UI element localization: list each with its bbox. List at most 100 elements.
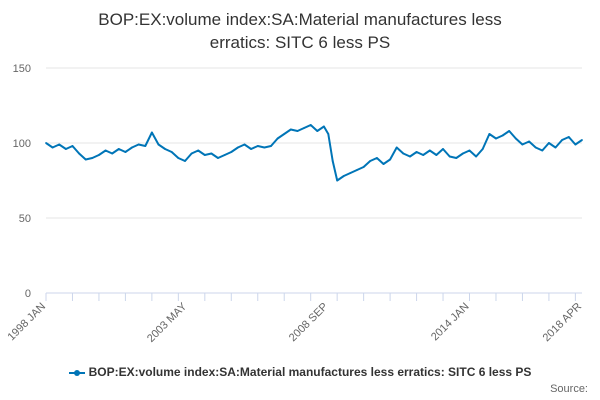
data-point[interactable]: [422, 154, 425, 156]
chart-title: BOP:EX:volume index:SA:Material manufact…: [0, 8, 600, 54]
data-point[interactable]: [78, 152, 80, 155]
data-point[interactable]: [203, 154, 206, 156]
data-point[interactable]: [190, 152, 193, 155]
series-line[interactable]: [45, 124, 583, 182]
data-point[interactable]: [521, 143, 524, 146]
data-point[interactable]: [362, 166, 365, 168]
data-point[interactable]: [71, 145, 74, 147]
data-point[interactable]: [98, 154, 100, 156]
x-tick-label: 1998 JAN: [5, 301, 48, 344]
data-point[interactable]: [488, 133, 491, 135]
data-point[interactable]: [111, 152, 114, 155]
x-tick-label: 2003 MAY: [145, 300, 190, 345]
data-point[interactable]: [567, 136, 570, 138]
y-axis: 0 50 100 150: [13, 63, 31, 300]
data-point[interactable]: [435, 154, 438, 156]
data-point[interactable]: [131, 146, 133, 149]
data-point[interactable]: [51, 146, 54, 149]
data-point[interactable]: [382, 163, 385, 165]
data-point[interactable]: [151, 131, 153, 134]
data-point[interactable]: [534, 146, 537, 149]
data-point[interactable]: [369, 160, 372, 162]
data-point[interactable]: [230, 151, 233, 153]
data-point[interactable]: [336, 179, 339, 182]
data-point[interactable]: [448, 155, 451, 158]
data-point[interactable]: [508, 130, 511, 132]
data-point[interactable]: [184, 160, 186, 162]
data-point[interactable]: [481, 148, 484, 150]
data-point[interactable]: [256, 145, 259, 147]
data-point[interactable]: [468, 149, 471, 152]
y-tick-label: 150: [13, 63, 31, 75]
data-point[interactable]: [409, 155, 411, 158]
data-point[interactable]: [164, 148, 167, 150]
data-point[interactable]: [309, 124, 312, 126]
data-point[interactable]: [581, 139, 583, 141]
data-point[interactable]: [402, 152, 405, 155]
data-point[interactable]: [289, 128, 292, 131]
data-point[interactable]: [144, 145, 147, 147]
data-point[interactable]: [217, 157, 219, 159]
data-point[interactable]: [177, 157, 180, 159]
data-point[interactable]: [442, 148, 444, 150]
data-point[interactable]: [342, 175, 345, 177]
data-point[interactable]: [157, 143, 160, 146]
data-point[interactable]: [574, 143, 577, 146]
data-point[interactable]: [210, 152, 213, 155]
data-point[interactable]: [250, 148, 253, 150]
data-point[interactable]: [316, 130, 319, 132]
data-point[interactable]: [237, 146, 239, 149]
data-point[interactable]: [124, 151, 127, 153]
data-point[interactable]: [104, 149, 107, 152]
data-point[interactable]: [58, 143, 61, 146]
data-point[interactable]: [137, 143, 140, 146]
data-point[interactable]: [197, 149, 200, 152]
data-point[interactable]: [283, 133, 286, 135]
legend-marker-icon: [68, 368, 85, 378]
data-point[interactable]: [356, 169, 358, 171]
chart-title-line-2: erratics: SITC 6 less PS: [209, 33, 391, 52]
data-point[interactable]: [376, 157, 378, 159]
x-tick-label: 2014 JAN: [429, 301, 472, 344]
credits-source: Source:: [550, 383, 588, 395]
data-point[interactable]: [455, 157, 458, 159]
data-point[interactable]: [331, 160, 334, 162]
data-point[interactable]: [45, 142, 47, 144]
data-point[interactable]: [91, 157, 94, 159]
data-point[interactable]: [462, 152, 464, 155]
data-point[interactable]: [514, 137, 517, 140]
data-point[interactable]: [323, 125, 325, 128]
legend[interactable]: BOP:EX:volume index:SA:Material manufact…: [0, 365, 600, 379]
data-point[interactable]: [415, 151, 418, 153]
data-point[interactable]: [223, 154, 226, 156]
data-point[interactable]: [541, 149, 544, 152]
data-point[interactable]: [548, 142, 550, 144]
data-point[interactable]: [475, 155, 477, 158]
data-point[interactable]: [528, 140, 530, 143]
data-point[interactable]: [276, 137, 279, 140]
data-point[interactable]: [327, 133, 330, 135]
data-point[interactable]: [270, 145, 272, 147]
grid-lines: [46, 67, 582, 219]
data-point[interactable]: [263, 146, 266, 149]
data-point[interactable]: [117, 148, 120, 150]
x-axis: 1998 JAN 2003 MAY 2008 SEP 2014 JAN 2018 APR: [5, 292, 584, 345]
series-layer[interactable]: [45, 124, 583, 182]
data-point[interactable]: [65, 148, 67, 150]
legend-item-label[interactable]: BOP:EX:volume index:SA:Material manufact…: [88, 365, 532, 379]
data-point[interactable]: [170, 151, 173, 153]
data-point[interactable]: [389, 158, 391, 161]
data-point[interactable]: [296, 130, 299, 132]
data-point[interactable]: [554, 146, 557, 149]
data-point[interactable]: [395, 146, 398, 149]
data-point[interactable]: [501, 134, 504, 137]
data-point[interactable]: [243, 143, 246, 146]
data-point[interactable]: [84, 158, 87, 161]
data-point[interactable]: [428, 149, 431, 152]
data-point[interactable]: [495, 137, 497, 140]
data-point[interactable]: [303, 127, 305, 129]
data-point[interactable]: [561, 139, 563, 141]
data-point[interactable]: [349, 172, 352, 174]
